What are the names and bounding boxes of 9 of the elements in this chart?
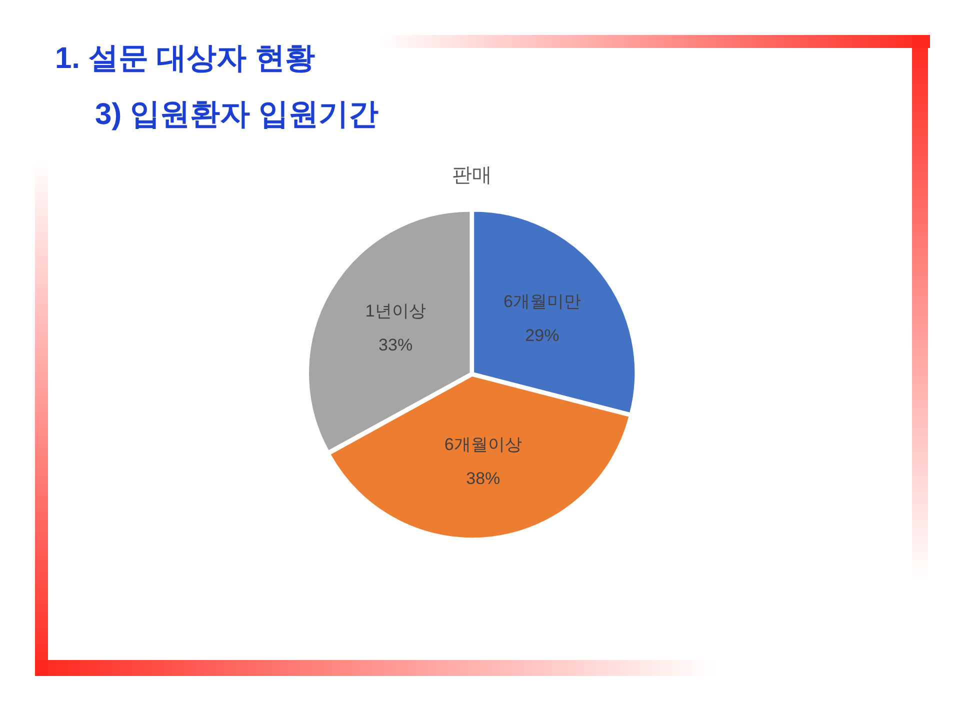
slice-label: 6개월이상 <box>444 434 522 454</box>
slice-label: 6개월미만 <box>503 292 581 312</box>
chart-subtitle: 3) 입원환자 입원기간 <box>95 97 378 133</box>
slice-label: 1년이상 <box>365 301 426 320</box>
chart-title: 1. 설문 대상자 현황 <box>55 41 316 77</box>
data-label: 29% <box>525 326 560 346</box>
data-label: 38% <box>466 468 500 488</box>
data-label: 33% <box>378 335 413 354</box>
text: 판매 <box>452 164 492 187</box>
